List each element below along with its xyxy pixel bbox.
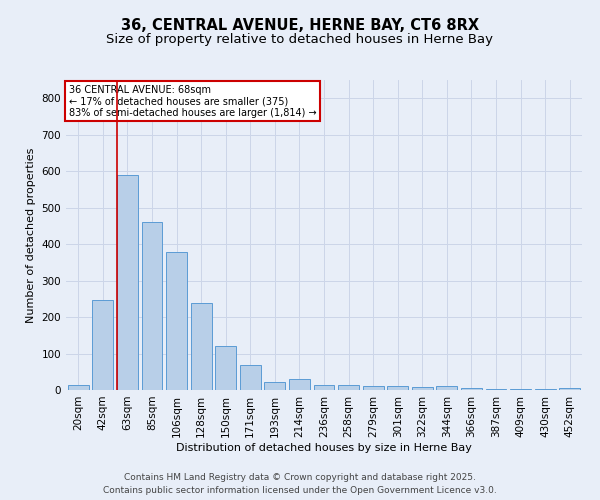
Bar [92, 300, 113, 390]
Bar [142, 222, 163, 390]
Bar [240, 365, 261, 390]
Bar [289, 379, 310, 390]
Bar [461, 388, 482, 390]
Bar [436, 386, 457, 390]
Bar [362, 386, 383, 390]
Bar [265, 382, 286, 390]
Bar [387, 386, 408, 390]
Text: 36, CENTRAL AVENUE, HERNE BAY, CT6 8RX: 36, CENTRAL AVENUE, HERNE BAY, CT6 8RX [121, 18, 479, 32]
Text: Size of property relative to detached houses in Herne Bay: Size of property relative to detached ho… [107, 32, 493, 46]
Text: 36 CENTRAL AVENUE: 68sqm
← 17% of detached houses are smaller (375)
83% of semi-: 36 CENTRAL AVENUE: 68sqm ← 17% of detach… [68, 84, 316, 118]
Bar [191, 303, 212, 390]
Bar [559, 388, 580, 390]
Bar [338, 385, 359, 390]
X-axis label: Distribution of detached houses by size in Herne Bay: Distribution of detached houses by size … [176, 442, 472, 452]
Bar [166, 252, 187, 390]
Text: Contains HM Land Registry data © Crown copyright and database right 2025.
Contai: Contains HM Land Registry data © Crown c… [103, 474, 497, 495]
Bar [215, 346, 236, 390]
Bar [412, 387, 433, 390]
Bar [485, 389, 506, 390]
Bar [314, 385, 334, 390]
Bar [68, 384, 89, 390]
Bar [117, 175, 138, 390]
Y-axis label: Number of detached properties: Number of detached properties [26, 148, 36, 322]
